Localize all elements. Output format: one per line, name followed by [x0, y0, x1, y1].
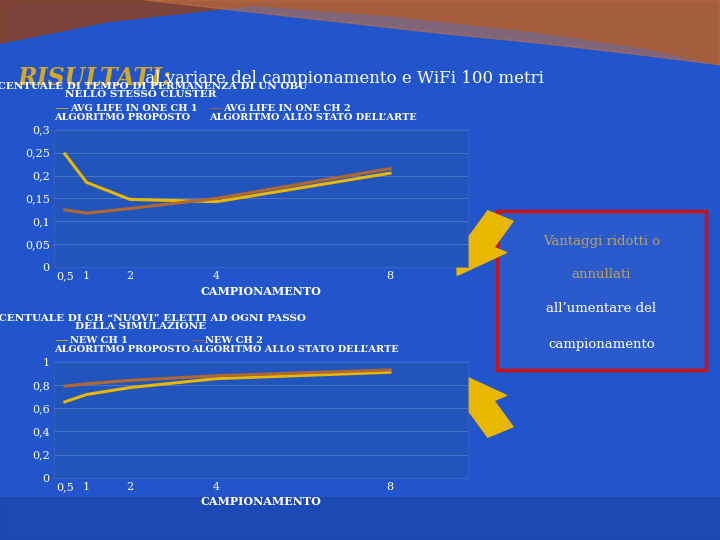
Text: —: — [209, 102, 222, 116]
Text: NELLO STESSO CLUSTER: NELLO STESSO CLUSTER [65, 90, 216, 99]
Text: al variare del campionamento e WiFi 100 metri: al variare del campionamento e WiFi 100 … [140, 70, 544, 87]
Text: annullati: annullati [572, 268, 631, 281]
Text: ALGORITMO PROPOSTO: ALGORITMO PROPOSTO [54, 113, 190, 122]
Text: all’umentare del: all’umentare del [546, 302, 656, 315]
Text: —: — [191, 333, 204, 347]
Text: AVG LIFE IN ONE CH 1: AVG LIFE IN ONE CH 1 [70, 104, 197, 113]
Text: campionamento: campionamento [548, 338, 654, 350]
Polygon shape [144, 0, 720, 65]
Text: ALGORITMO ALLO STATO DELL’ARTE: ALGORITMO ALLO STATO DELL’ARTE [209, 113, 417, 122]
Text: AVG LIFE IN ONE CH 2: AVG LIFE IN ONE CH 2 [223, 104, 351, 113]
X-axis label: CAMPIONAMENTO: CAMPIONAMENTO [201, 496, 321, 507]
Text: NEW CH 1: NEW CH 1 [70, 336, 127, 345]
Polygon shape [456, 211, 513, 275]
Text: NEW CH 2: NEW CH 2 [205, 336, 263, 345]
Text: Vantaggi ridotti o: Vantaggi ridotti o [543, 234, 660, 247]
Text: PERCENTUALE DI TEMPO DI PERMANENZA DI UN OBU: PERCENTUALE DI TEMPO DI PERMANENZA DI UN… [0, 82, 307, 91]
Text: —: — [54, 333, 68, 347]
Polygon shape [0, 0, 720, 65]
Text: PERCENTUALE DI CH “NUOVI” ELETTI AD OGNI PASSO: PERCENTUALE DI CH “NUOVI” ELETTI AD OGNI… [0, 314, 307, 323]
Text: RISULTATI:: RISULTATI: [18, 66, 172, 90]
Text: —: — [54, 102, 68, 116]
X-axis label: CAMPIONAMENTO: CAMPIONAMENTO [201, 286, 321, 296]
Polygon shape [0, 497, 720, 540]
FancyBboxPatch shape [497, 211, 706, 370]
Text: ALGORITMO ALLO STATO DELL’ARTE: ALGORITMO ALLO STATO DELL’ARTE [191, 345, 399, 354]
Polygon shape [456, 373, 513, 437]
Text: DELLA SIMULAZIONE: DELLA SIMULAZIONE [75, 322, 206, 332]
Text: ALGORITMO PROPOSTO: ALGORITMO PROPOSTO [54, 345, 190, 354]
